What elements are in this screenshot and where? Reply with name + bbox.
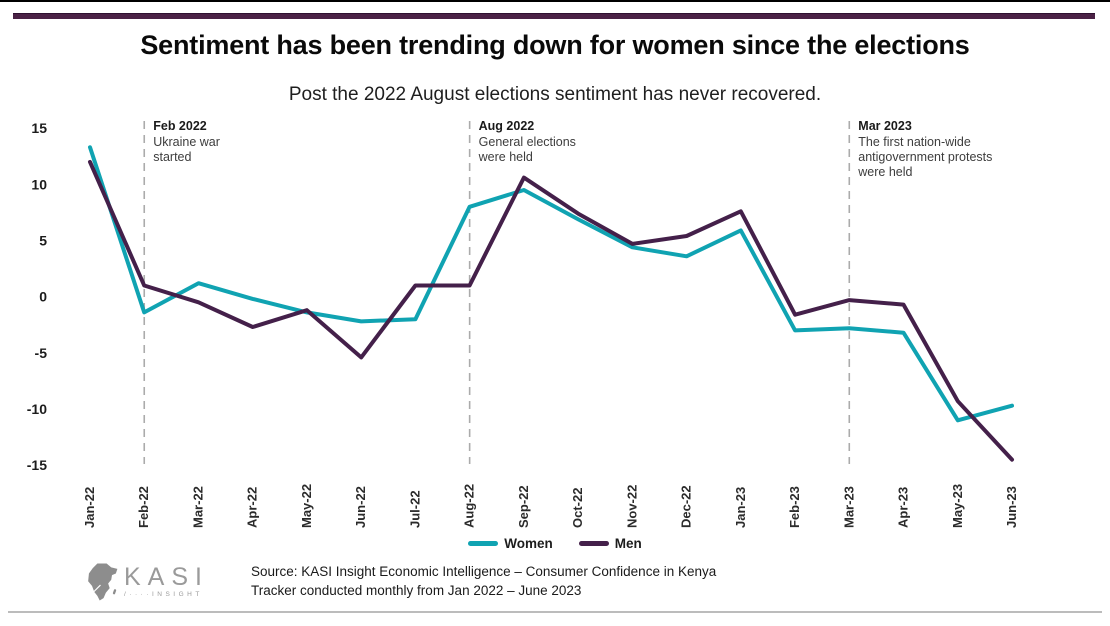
y-axis-tick-label: 5 [39, 233, 47, 249]
sentiment-line-chart: 15 10 5 0 -5 -10 -15 Jan-22 Feb-22 Mar-22 Apr-22 Ma… [27, 120, 1019, 528]
x-axis-tick-label: Jan-23 [733, 487, 748, 528]
logo-slash: /···· [124, 591, 152, 599]
x-axis-tick-label: Oct-22 [570, 488, 585, 528]
kasi-insight-subtext: /····INSIGHT [124, 591, 203, 599]
page-subtitle: Post the 2022 August elections sentiment… [288, 84, 822, 105]
y-axis-tick-label: -10 [27, 401, 47, 417]
x-axis-tick-label: Dec-22 [679, 485, 694, 528]
x-axis-tick-label: Feb-23 [787, 486, 802, 528]
window-top-edge [0, 0, 1110, 2]
x-axis-tick-label: Feb-22 [136, 486, 151, 528]
event-annotation-title: Mar 2023 [858, 119, 912, 133]
x-axis-tick-label: Jul-22 [407, 490, 422, 528]
legend-swatch-women-icon [468, 541, 499, 546]
x-axis-tick-label: Mar-22 [190, 486, 205, 528]
africa-map-icon [88, 563, 118, 601]
source-line-1: Source: KASI Insight Economic Intelligen… [250, 564, 717, 580]
y-axis-tick-label: 10 [31, 176, 47, 192]
series-line-women [88, 145, 1014, 423]
chart-legend: Women Men [0, 536, 1110, 551]
y-axis-tick-label: -15 [27, 457, 47, 473]
x-axis-tick-label: Jan-22 [82, 487, 97, 528]
event-annotation-title: Aug 2022 [478, 119, 535, 133]
x-axis-tick-label: Aug-22 [462, 484, 477, 528]
legend-swatch-men-icon [578, 541, 609, 546]
series-line-men [88, 159, 1014, 462]
x-axis-tick-label: Apr-22 [245, 487, 260, 528]
y-axis-tick-label: -5 [35, 345, 48, 361]
x-axis-tick-label: Jun-22 [353, 486, 368, 528]
kasi-logo: KASI /····INSIGHT [85, 562, 209, 602]
legend-label-women: Women [504, 536, 553, 551]
x-axis-tick-label: Mar-23 [841, 486, 856, 528]
legend-label-men: Men [614, 536, 642, 551]
x-axis-tick-label: Nov-22 [624, 485, 639, 528]
legend-item-men: Men [578, 536, 642, 551]
event-annotation-mar2023: Mar 2023 The first nation-wide antigover… [858, 119, 992, 179]
event-annotation-aug2022: Aug 2022 General elections were held [479, 119, 576, 165]
legend-item-women: Women [468, 536, 553, 551]
x-axis-tick-label: Jun-23 [1004, 486, 1019, 528]
event-annotation-title: Feb 2022 [153, 119, 207, 133]
event-annotation-text: General elections were held [478, 135, 576, 164]
top-accent-bar [13, 13, 1095, 19]
x-axis-tick-label: Apr-23 [896, 487, 911, 528]
footer: KASI /····INSIGHT Source: KASI Insight E… [85, 562, 716, 602]
event-annotation-text: Ukraine war started [153, 135, 220, 164]
page-title: Sentiment has been trending down for wom… [140, 30, 970, 60]
x-axis-tick-label: May-23 [950, 484, 965, 528]
bottom-divider [8, 611, 1102, 613]
source-line-2: Tracker conducted monthly from Jan 2022 … [250, 583, 582, 598]
source-text: Source: KASI Insight Economic Intelligen… [251, 563, 716, 600]
event-annotation-text: The first nation-wide antigovernment pro… [858, 135, 993, 179]
x-axis-tick-label: Sep-22 [516, 485, 531, 528]
x-axis-tick-label: May-22 [299, 484, 314, 528]
kasi-logo-text: KASI /····INSIGHT [124, 565, 209, 599]
event-annotation-feb2022: Feb 2022 Ukraine war started [153, 119, 220, 165]
kasi-wordmark: KASI [124, 563, 209, 592]
y-axis-tick-label: 0 [39, 289, 47, 305]
y-axis-tick-label: 15 [31, 120, 47, 136]
